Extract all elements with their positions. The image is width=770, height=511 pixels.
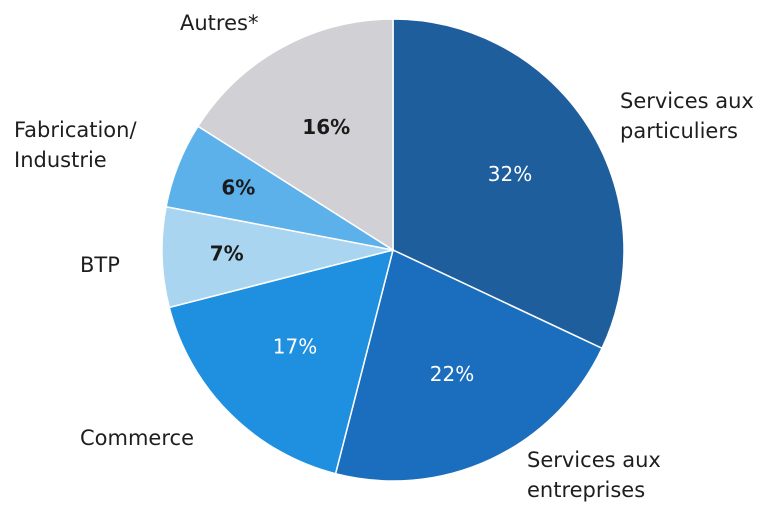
- value-label: 17%: [273, 335, 317, 359]
- value-label: 6%: [221, 175, 255, 199]
- pie-slice: [168, 248, 395, 475]
- pie-slice: [161, 205, 394, 309]
- category-label: Services aux particuliers: [620, 89, 754, 143]
- value-label: 32%: [488, 162, 532, 186]
- category-label: Autres*: [180, 11, 259, 35]
- pie-slice: [392, 18, 625, 350]
- pie-slice: [196, 18, 394, 252]
- pie-slice: [334, 248, 604, 482]
- value-label: 22%: [430, 362, 474, 386]
- category-label: Commerce: [80, 426, 194, 450]
- category-label: BTP: [80, 253, 120, 277]
- category-label: Services aux entreprises: [527, 448, 661, 502]
- value-label: 16%: [302, 115, 350, 139]
- value-label: 7%: [210, 242, 244, 266]
- category-label: Fabrication/ Industrie: [14, 118, 137, 172]
